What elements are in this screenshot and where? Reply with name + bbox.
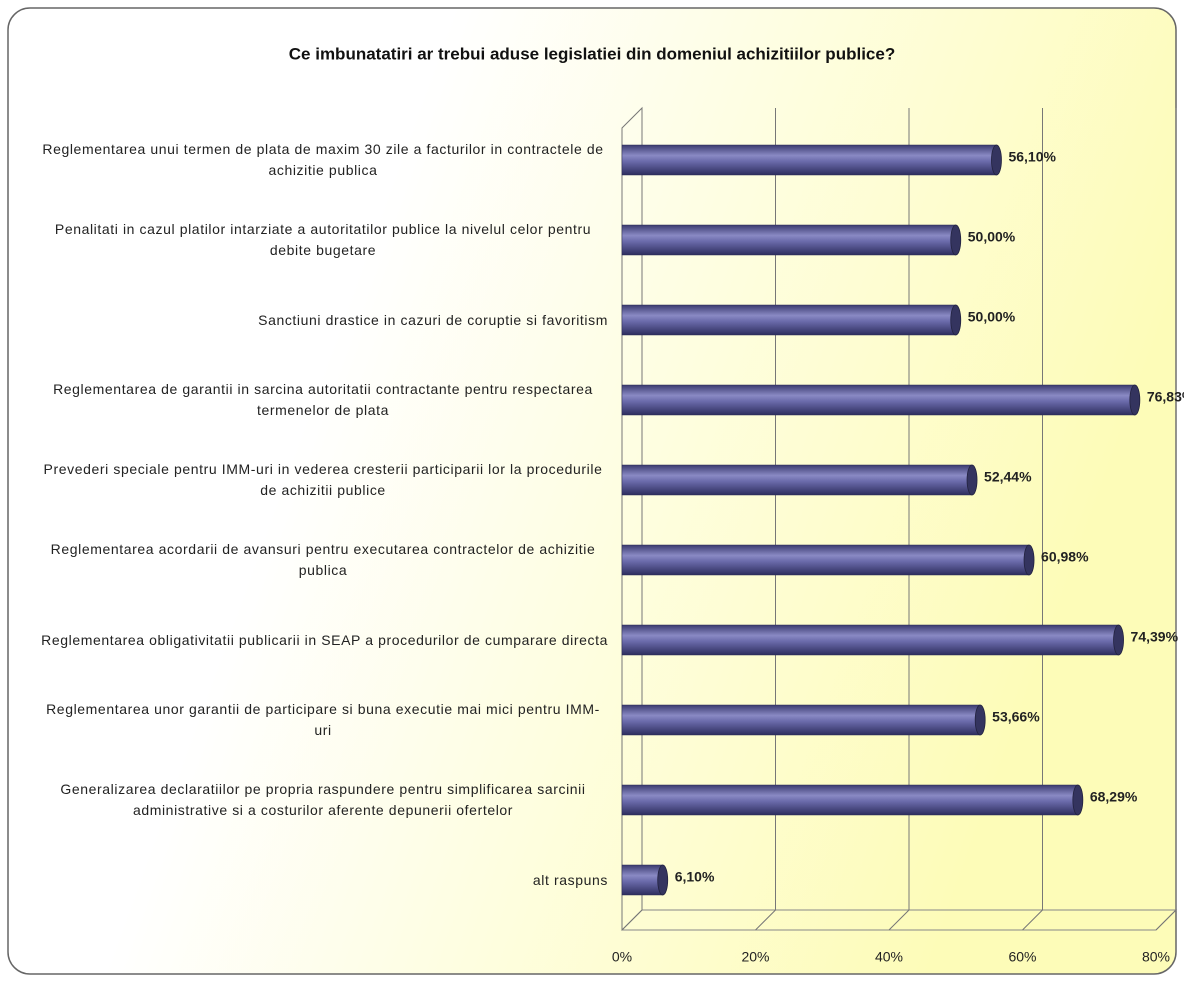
bar-cap	[657, 864, 669, 896]
category-text: Reglementarea acordarii de avansuri pent…	[50, 541, 596, 578]
grid-line	[1155, 108, 1177, 931]
bar	[621, 384, 1136, 416]
category-text: Penalitati in cazul platilor intarziate …	[54, 221, 592, 258]
category-text: Reglementarea unui termen de plata de ma…	[42, 141, 604, 178]
bar	[621, 864, 663, 896]
value-label: 6,10%	[675, 869, 715, 885]
category-label: Reglementarea unor garantii de participa…	[28, 680, 608, 760]
category-text: alt raspuns	[532, 871, 608, 888]
x-tick-label: 60%	[1008, 949, 1036, 965]
category-label: alt raspuns	[28, 840, 608, 920]
bar	[621, 224, 956, 256]
bar-cap	[950, 304, 962, 336]
value-label: 53,66%	[992, 709, 1040, 725]
grid-line	[888, 108, 910, 931]
value-label: 56,10%	[1008, 149, 1056, 165]
bar-cap	[1023, 544, 1035, 576]
bar	[621, 624, 1119, 656]
category-text: Reglementarea unor garantii de participa…	[46, 701, 600, 738]
bar-cap	[966, 464, 978, 496]
category-label: Reglementarea obligativitatii publicarii…	[28, 600, 608, 680]
category-label: Penalitati in cazul platilor intarziate …	[28, 200, 608, 280]
value-label: 68,29%	[1090, 789, 1138, 805]
grid-line	[1022, 108, 1043, 931]
category-label: Sanctiuni drastice in cazuri de coruptie…	[28, 280, 608, 360]
bar	[621, 784, 1079, 816]
grid-line	[621, 108, 643, 931]
bar-cap	[974, 704, 986, 736]
bar-cap	[1113, 624, 1124, 656]
value-label: 50,00%	[968, 309, 1016, 325]
value-label: 74,39%	[1131, 629, 1179, 645]
category-label: Reglementarea unui termen de plata de ma…	[28, 120, 608, 200]
bar-cap	[991, 144, 1002, 176]
bar	[621, 304, 956, 336]
category-text: Reglementarea obligativitatii publicarii…	[41, 631, 608, 648]
bar-cap	[1072, 784, 1084, 816]
x-tick-label: 0%	[612, 949, 632, 965]
x-tick-label: 20%	[741, 949, 769, 965]
category-text: Reglementarea de garantii in sarcina aut…	[53, 381, 593, 418]
category-label: Reglementarea acordarii de avansuri pent…	[28, 520, 608, 600]
category-text: Generalizarea declaratiilor pe propria r…	[60, 781, 586, 818]
x-tick-label: 40%	[875, 949, 903, 965]
value-label: 52,44%	[984, 469, 1032, 485]
category-label: Reglementarea de garantii in sarcina aut…	[28, 360, 608, 440]
bar	[621, 464, 973, 496]
bar	[621, 544, 1030, 576]
value-label: 50,00%	[968, 229, 1016, 245]
category-text: Sanctiuni drastice in cazuri de coruptie…	[258, 311, 608, 328]
category-text: Prevederi speciale pentru IMM-uri in ved…	[43, 461, 603, 498]
value-label: 76,83%	[1147, 389, 1184, 405]
bar-cap	[1129, 384, 1141, 416]
category-label: Prevederi speciale pentru IMM-uri in ved…	[28, 440, 608, 520]
chart-title: Ce imbunatatiri ar trebui aduse legislat…	[289, 44, 895, 63]
bar-cap	[950, 224, 962, 256]
category-label: Generalizarea declaratiilor pe propria r…	[28, 760, 608, 840]
bar	[621, 704, 981, 736]
bar	[621, 144, 997, 176]
grid-line	[755, 108, 776, 931]
x-tick-label: 80%	[1142, 949, 1170, 965]
value-label: 60,98%	[1041, 549, 1089, 565]
